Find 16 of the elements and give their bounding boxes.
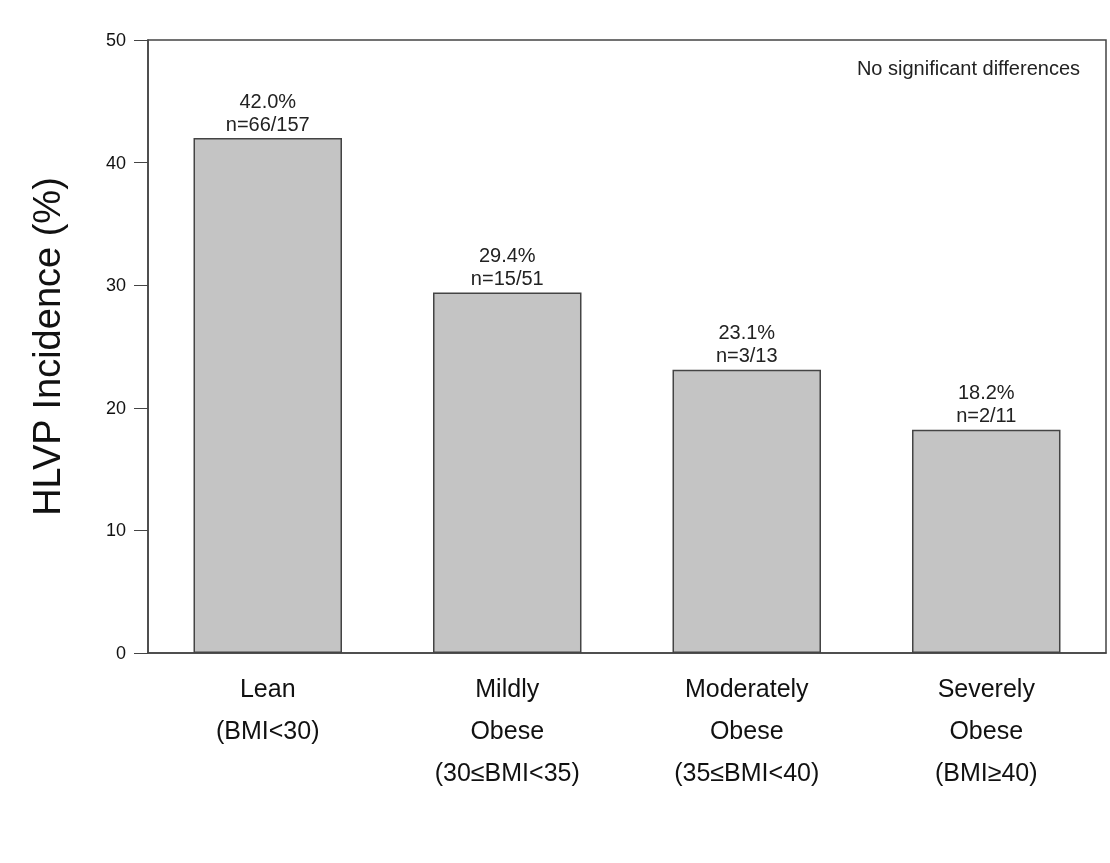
y-tick-label: 30 bbox=[105, 275, 126, 296]
x-tick-label: Mildly Obese (30≤BMI<35) bbox=[434, 674, 580, 786]
y-tick-label: 40 bbox=[105, 152, 126, 173]
y-tick-label: 10 bbox=[105, 520, 126, 541]
y-tick-label: 20 bbox=[105, 397, 126, 418]
data-label: 42.0% n=66/157 bbox=[225, 89, 310, 135]
y-tick-label: 0 bbox=[115, 643, 126, 663]
data-label: 29.4% n=15/51 bbox=[470, 244, 544, 290]
y-tick-label: 50 bbox=[105, 30, 126, 50]
data-label: 23.1% n=3/13 bbox=[715, 321, 778, 367]
x-tick-label: Moderately Obese (35≤BMI<40) bbox=[674, 674, 820, 786]
data-label: 18.2% n=2/11 bbox=[956, 381, 1017, 427]
x-tick-label: Severely Obese (BMI≥40) bbox=[934, 674, 1038, 786]
y-axis-title: HLVP Incidence (%) bbox=[26, 177, 68, 516]
annotation: No significant differences bbox=[856, 57, 1081, 79]
x-tick-label: Lean (BMI<30) bbox=[215, 674, 320, 744]
